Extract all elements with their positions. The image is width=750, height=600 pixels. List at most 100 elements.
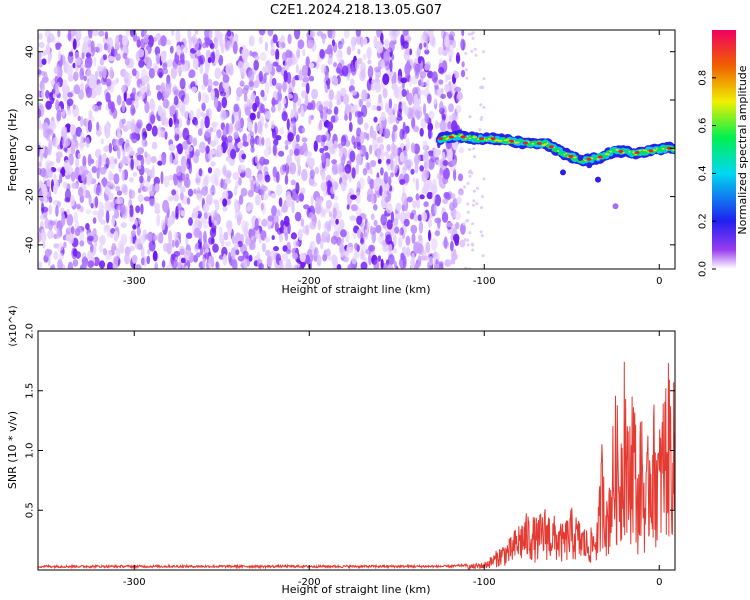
spectrogram-noise-speck xyxy=(386,144,391,152)
spectrogram-noise-speck xyxy=(378,93,382,104)
spectrogram-noise-speck xyxy=(401,246,406,254)
spectrogram-noise-speck xyxy=(144,233,152,240)
spectrogram-noise-speck xyxy=(458,147,465,154)
spectrogram-noise-speck xyxy=(363,37,368,46)
spectrogram-noise-speck xyxy=(182,170,186,183)
spectrogram-noise-speck xyxy=(289,149,294,157)
spectrogram-noise-speck xyxy=(464,266,468,269)
spectrogram-noise-speck xyxy=(295,182,300,195)
spectrogram-noise-speck xyxy=(422,255,429,261)
spectrogram-signal-mark xyxy=(500,139,503,142)
spectrogram-noise-speck xyxy=(327,121,334,132)
spectrogram-noise-speck xyxy=(350,90,357,96)
spectrogram-noise-speck xyxy=(137,48,145,58)
spectrogram-noise-speck xyxy=(195,177,200,184)
spectrogram-noise-speck xyxy=(192,137,198,147)
spectrogram-noise-speck xyxy=(181,58,186,65)
spectrogram-noise-speck xyxy=(376,30,382,38)
spectrogram-noise-speck xyxy=(376,105,382,111)
spectrogram-noise-speck xyxy=(47,249,53,256)
spectrogram-noise-speck xyxy=(73,71,79,82)
spectrogram-noise-speck xyxy=(436,88,442,97)
spectrogram-noise-speck xyxy=(137,164,142,170)
spectrogram-noise-speck xyxy=(305,82,310,95)
spectrogram-noise-speck xyxy=(308,75,315,82)
spectrogram-noise-speck xyxy=(63,241,67,249)
spectrogram-noise-speck xyxy=(452,39,456,49)
spectrogram-noise-speck xyxy=(328,89,334,101)
spectrogram-noise-speck xyxy=(187,188,194,197)
spectrogram-noise-speck xyxy=(479,103,483,107)
spectrogram-noise-speck xyxy=(321,209,326,217)
spectrogram-noise-speck xyxy=(176,45,181,56)
snr-y-tick-label: 2.0 xyxy=(25,323,36,339)
spectrogram-noise-speck xyxy=(380,32,384,43)
spectrogram-noise-speck xyxy=(302,49,306,57)
spectrogram-noise-layer xyxy=(38,30,486,269)
spectrogram-noise-speck xyxy=(121,35,128,47)
spectrogram-noise-speck xyxy=(425,241,430,253)
spectrogram-noise-speck xyxy=(222,74,230,83)
spectrogram-noise-speck xyxy=(143,37,149,44)
spectrogram-noise-speck xyxy=(417,56,422,64)
spectrogram-x-tick-label: -100 xyxy=(473,276,496,287)
spectrogram-noise-speck xyxy=(88,110,93,119)
spectrogram-noise-speck xyxy=(397,86,403,92)
spectrogram-noise-speck xyxy=(184,148,190,159)
spectrogram-signal-mark xyxy=(586,162,593,169)
spectrogram-noise-speck xyxy=(193,188,197,195)
spectrogram-noise-speck xyxy=(167,215,175,226)
spectrogram-noise-speck xyxy=(305,224,310,236)
spectrogram-noise-speck xyxy=(62,181,68,189)
spectrogram-noise-speck xyxy=(401,89,407,97)
spectrogram-noise-speck xyxy=(392,234,397,247)
spectrogram-noise-speck xyxy=(175,213,179,220)
spectrogram-signal-mark xyxy=(632,151,636,154)
spectrogram-noise-speck xyxy=(249,131,254,138)
snr-series-line xyxy=(38,361,675,570)
colorbar-gradient xyxy=(712,30,736,269)
spectrogram-noise-speck xyxy=(438,79,444,85)
spectrogram-noise-speck xyxy=(455,104,462,114)
spectrogram-noise-speck xyxy=(342,174,348,186)
spectrogram-noise-speck xyxy=(126,120,132,130)
spectrogram-noise-speck xyxy=(85,86,92,98)
spectrogram-noise-speck xyxy=(434,204,438,215)
spectrogram-noise-speck xyxy=(462,240,466,243)
spectrogram-noise-speck xyxy=(108,142,113,154)
spectrogram-noise-speck xyxy=(42,122,49,131)
spectrogram-noise-speck xyxy=(161,153,167,166)
spectrogram-noise-speck xyxy=(214,67,222,80)
spectrogram-noise-speck xyxy=(150,100,156,112)
spectrogram-noise-speck xyxy=(90,203,94,209)
spectrogram-signal-mark xyxy=(615,148,619,151)
spectrogram-noise-speck xyxy=(281,41,286,49)
spectrogram-noise-speck xyxy=(101,153,106,166)
spectrogram-noise-speck xyxy=(79,240,85,247)
spectrogram-noise-speck xyxy=(348,121,353,133)
spectrogram-noise-speck xyxy=(67,233,74,245)
spectrogram-noise-speck xyxy=(281,111,288,122)
spectrogram-noise-speck xyxy=(480,116,484,119)
spectrogram-noise-speck xyxy=(291,200,295,214)
spectrogram-noise-speck xyxy=(98,104,102,111)
spectrogram-noise-speck xyxy=(134,99,139,109)
spectrogram-noise-speck xyxy=(158,72,163,79)
spectrogram-noise-speck xyxy=(198,141,206,154)
spectrogram-noise-speck xyxy=(233,185,238,196)
spectrogram-noise-speck xyxy=(467,32,471,36)
spectrogram-noise-speck xyxy=(331,163,339,175)
spectrogram-noise-speck xyxy=(85,209,92,215)
spectrogram-noise-speck xyxy=(162,68,169,75)
spectrogram-noise-speck xyxy=(323,145,329,151)
spectrogram-noise-speck xyxy=(100,76,107,85)
spectrogram-signal-mark xyxy=(494,139,496,142)
spectrogram-noise-speck xyxy=(334,114,339,123)
spectrogram-noise-speck xyxy=(383,151,389,157)
spectrogram-noise-speck xyxy=(168,174,174,181)
spectrogram-y-tick-label: -40 xyxy=(25,237,36,253)
spectrogram-noise-speck xyxy=(336,99,342,106)
spectrogram-noise-speck xyxy=(222,126,227,138)
spectrogram-noise-speck xyxy=(104,31,109,40)
